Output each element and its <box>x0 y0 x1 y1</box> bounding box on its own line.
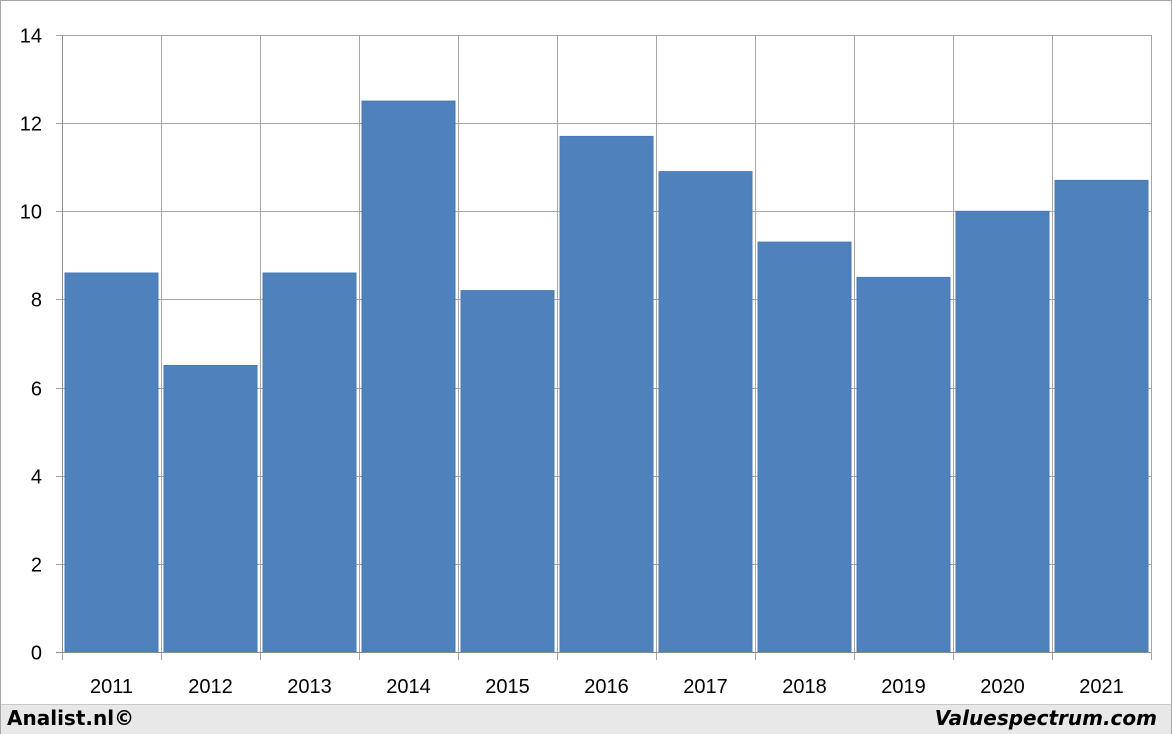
y-tick-label: 2 <box>31 555 42 577</box>
bar-2016 <box>559 135 654 653</box>
x-tick-label: 2019 <box>881 676 926 698</box>
source-credit: Analist.nl© <box>7 706 135 730</box>
footer-bar: Analist.nl© Valuespectrum.com <box>1 704 1171 734</box>
x-tick-label: 2017 <box>683 676 728 698</box>
x-tick-label: 2020 <box>980 676 1025 698</box>
bar-2017 <box>658 171 753 653</box>
y-tick-label: 8 <box>31 290 42 312</box>
y-tick-label: 4 <box>31 467 42 489</box>
x-tick-label: 2021 <box>1079 676 1124 698</box>
x-tick-labels: 2011 2012 2013 2014 2015 2016 2017 2018 2019 2020… <box>90 676 1124 698</box>
bar-2020 <box>955 210 1050 653</box>
bar-2011 <box>64 272 159 653</box>
y-tick-label: 6 <box>31 379 42 401</box>
bar-2013 <box>262 272 357 653</box>
x-tick-label: 2012 <box>188 676 233 698</box>
y-tick-labels: 0 2 4 6 8 10 12 14 <box>20 26 42 665</box>
bar-2021 <box>1054 179 1149 653</box>
x-tick-label: 2015 <box>485 676 530 698</box>
x-tick-label: 2011 <box>90 676 133 698</box>
x-tick-label: 2014 <box>386 676 431 698</box>
bar-chart: 0 2 4 6 8 10 12 14 2011 2012 2013 2014 2015 2016 2017… <box>20 26 1152 698</box>
y-tick-label: 10 <box>20 202 42 224</box>
provider-credit: Valuespectrum.com <box>934 706 1157 730</box>
bar-2015 <box>460 290 555 653</box>
y-tick-label: 0 <box>31 643 42 665</box>
x-tick-label: 2013 <box>287 676 332 698</box>
x-tick-label: 2018 <box>782 676 827 698</box>
y-tick-label: 14 <box>20 26 42 48</box>
bar-2018 <box>757 241 852 653</box>
bar-2019 <box>856 276 951 653</box>
bar-2012 <box>163 365 258 653</box>
bar-2014 <box>361 100 456 653</box>
axes <box>56 35 1151 653</box>
bars <box>64 100 1149 653</box>
x-tick-label: 2016 <box>584 676 629 698</box>
y-tick-label: 12 <box>20 114 42 136</box>
